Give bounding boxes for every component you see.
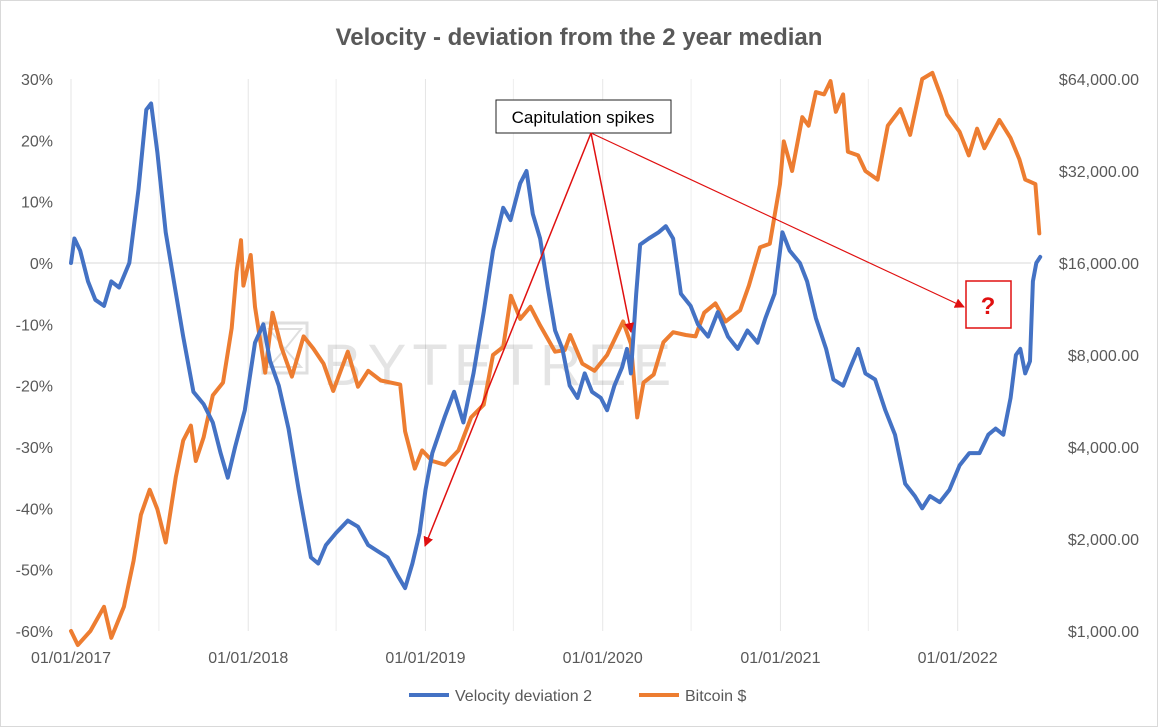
arrow-to-2022 [590, 132, 965, 308]
x-tick-01-01-2019: 01/01/2019 [385, 650, 465, 667]
y-right-tick-1-000-00: $1,000.00 [1068, 624, 1139, 641]
legend-label-velocity: Velocity deviation 2 [455, 688, 592, 705]
annotations: Capitulation spikes ? [423, 99, 1012, 547]
series-line-velocity-deviation-2 [69, 101, 1043, 591]
y-left-tick-10: -10% [16, 317, 53, 334]
callout-box [495, 99, 672, 134]
chart-title: Velocity - deviation from the 2 year med… [336, 24, 823, 51]
legend-label-bitcoin: Bitcoin $ [685, 688, 746, 705]
left-axis-ticks: 30% 20% 10% 0% -10% -20% -30% -40% -50% -60% [16, 72, 53, 641]
legend: Velocity deviation 2 Bitcoin $ [409, 688, 746, 705]
y-right-tick-2-000-00: $2,000.00 [1068, 532, 1139, 549]
y-right-tick-32-000-00: $32,000.00 [1059, 164, 1139, 181]
y-left-tick-60: -60% [16, 624, 53, 641]
right-axis-ticks: $64,000.00 $32,000.00 $16,000.00 $8,000.00 $… [1059, 72, 1139, 641]
x-tick-01-01-2021: 01/01/2021 [740, 650, 820, 667]
x-tick-01-01-2022: 01/01/2022 [918, 650, 998, 667]
y-right-tick-16-000-00: $16,000.00 [1059, 256, 1139, 273]
arrow-to-2019 [423, 132, 592, 547]
question-box [965, 280, 1012, 329]
question-mark: ? [981, 293, 996, 320]
series-line-bitcoin [69, 70, 1042, 647]
y-right-tick-64-000-00: $64,000.00 [1059, 72, 1139, 89]
y-left-tick-0: 0% [30, 256, 53, 273]
y-left-tick-20: 20% [21, 133, 53, 150]
callout-text: Capitulation spikes [512, 108, 655, 127]
y-right-tick-8-000-00: $8,000.00 [1068, 348, 1139, 365]
y-left-tick-30: -30% [16, 440, 53, 457]
y-left-tick-50: -50% [16, 563, 53, 580]
y-left-tick-20: -20% [16, 379, 53, 396]
x-tick-01-01-2020: 01/01/2020 [563, 650, 643, 667]
y-right-tick-4-000-00: $4,000.00 [1068, 440, 1139, 457]
x-tick-01-01-2017: 01/01/2017 [31, 650, 111, 667]
x-tick-01-01-2018: 01/01/2018 [208, 650, 288, 667]
y-left-tick-40: -40% [16, 501, 53, 518]
arrow-to-2020 [590, 132, 635, 333]
series-group [69, 70, 1043, 647]
y-left-tick-30: 30% [21, 72, 53, 89]
x-axis-ticks: 01/01/2017 01/01/2018 01/01/2019 01/01/2020… [31, 650, 998, 667]
y-left-tick-10: 10% [21, 195, 53, 212]
